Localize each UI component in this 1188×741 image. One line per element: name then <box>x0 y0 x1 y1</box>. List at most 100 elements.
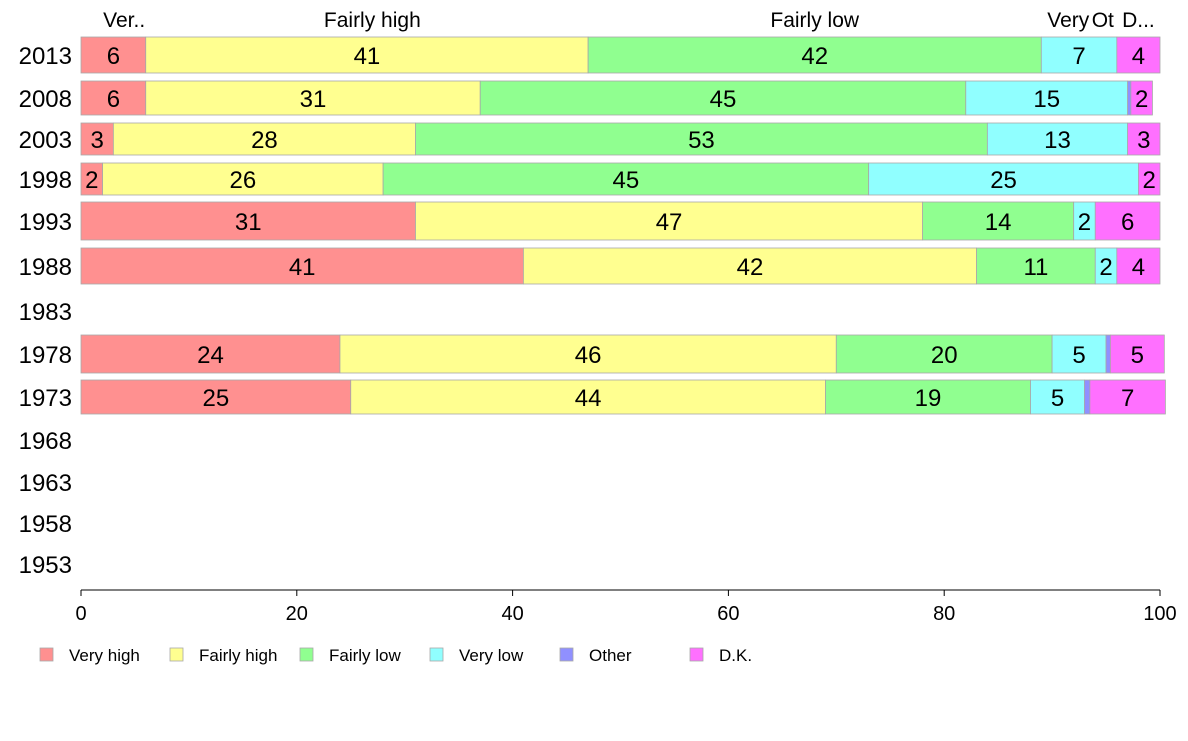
bar-segment <box>145 36 589 74</box>
bar-segment <box>80 122 114 156</box>
bar-segment <box>1138 162 1161 196</box>
bar-value-label: 2 <box>85 167 98 194</box>
bar-segment <box>339 334 837 374</box>
bar-segment <box>1127 80 1132 116</box>
bar-segment <box>1089 379 1166 415</box>
legend-label: D.K. <box>719 646 752 665</box>
year-label: 1953 <box>19 552 72 579</box>
bar-segment <box>80 36 147 74</box>
year-label: 1958 <box>19 511 72 538</box>
bar-segment <box>415 122 988 156</box>
bar-segment <box>1130 80 1153 116</box>
bar-value-label: 41 <box>289 254 316 281</box>
legend-swatch <box>429 647 444 662</box>
bar-value-label: 24 <box>197 342 224 369</box>
bar-value-label: 45 <box>613 167 640 194</box>
bar-value-label: 28 <box>251 127 278 154</box>
bar-value-label: 3 <box>1137 127 1150 154</box>
bar-value-label: 6 <box>107 86 120 113</box>
bar-value-label: 6 <box>1121 209 1134 236</box>
legend-label: Very high <box>69 646 140 665</box>
bar-value-label: 2 <box>1099 254 1112 281</box>
bar-value-label: 5 <box>1131 342 1144 369</box>
bar-segment <box>1116 247 1161 285</box>
x-tick-label: 100 <box>1143 603 1176 625</box>
bar-value-label: 44 <box>575 385 602 412</box>
bar-value-label: 42 <box>801 43 828 70</box>
x-tick-label: 40 <box>501 603 523 625</box>
bar-value-label: 53 <box>688 127 715 154</box>
year-label: 1978 <box>19 342 72 369</box>
top-segment-label: Ot <box>1092 9 1114 32</box>
bar-value-label: 5 <box>1051 385 1064 412</box>
bar-segment <box>145 80 481 116</box>
x-tick-label: 60 <box>717 603 739 625</box>
bar-value-label: 2 <box>1135 86 1148 113</box>
bar-value-label: 25 <box>203 385 230 412</box>
bar-segment <box>1051 334 1107 374</box>
bar-value-label: 5 <box>1072 342 1085 369</box>
bar-value-label: 15 <box>1033 86 1060 113</box>
bar-segment <box>868 162 1139 196</box>
bar-value-label: 13 <box>1044 127 1071 154</box>
top-segment-label: Fairly high <box>324 9 421 32</box>
bar-value-label: 4 <box>1132 254 1145 281</box>
top-segment-label: Very <box>1047 9 1090 32</box>
bar-segment <box>479 80 967 116</box>
bar-segment <box>80 247 524 285</box>
bar-value-label: 4 <box>1132 43 1145 70</box>
bar-segment <box>522 247 977 285</box>
legend-label: Fairly high <box>199 646 277 665</box>
bar-segment <box>1116 36 1161 74</box>
bar-value-label: 3 <box>91 127 104 154</box>
bar-value-label: 2 <box>1143 167 1156 194</box>
legend-label: Other <box>589 646 632 665</box>
bar-value-label: 14 <box>985 209 1012 236</box>
year-label: 1983 <box>19 299 72 326</box>
bar-value-label: 31 <box>235 209 262 236</box>
bar-value-label: 11 <box>1023 254 1048 281</box>
legend-swatch <box>559 647 574 662</box>
bar-value-label: 26 <box>229 167 256 194</box>
bar-segment <box>1127 122 1161 156</box>
bar-value-label: 19 <box>915 385 942 412</box>
year-label: 1988 <box>19 254 72 281</box>
bar-segment <box>1094 201 1161 241</box>
legend-swatch <box>39 647 54 662</box>
top-segment-label: D... <box>1122 9 1155 32</box>
bar-segment <box>1109 334 1165 374</box>
bar-value-label: 7 <box>1121 385 1134 412</box>
bar-segment <box>976 247 1096 285</box>
bar-value-label: 31 <box>300 86 327 113</box>
bar-value-label: 46 <box>575 342 602 369</box>
bar-segment <box>986 122 1129 156</box>
year-label: 1993 <box>19 209 72 236</box>
top-segment-label: Ver.. <box>103 9 145 32</box>
bar-segment <box>587 36 1042 74</box>
legend-label: Very low <box>459 646 524 665</box>
bar-segment <box>415 201 924 241</box>
year-label: 1998 <box>19 167 72 194</box>
year-label: 2013 <box>19 43 72 70</box>
year-label: 1973 <box>19 385 72 412</box>
year-label: 1963 <box>19 470 72 497</box>
x-tick-label: 20 <box>286 603 308 625</box>
bar-value-label: 7 <box>1072 43 1085 70</box>
bar-segment <box>825 379 1031 415</box>
bar-value-label: 2 <box>1078 209 1091 236</box>
legend-swatch <box>689 647 704 662</box>
bar-value-label: 6 <box>107 43 120 70</box>
bar-segment <box>965 80 1129 116</box>
bar-value-label: 25 <box>990 167 1017 194</box>
x-tick-label: 80 <box>933 603 955 625</box>
legend-swatch <box>299 647 314 662</box>
bar-segment <box>1105 334 1111 374</box>
bar-value-label: 47 <box>656 209 683 236</box>
bar-value-label: 45 <box>710 86 737 113</box>
legend-swatch <box>169 647 184 662</box>
year-label: 2003 <box>19 127 72 154</box>
bar-segment <box>80 80 147 116</box>
bar-value-label: 20 <box>931 342 958 369</box>
